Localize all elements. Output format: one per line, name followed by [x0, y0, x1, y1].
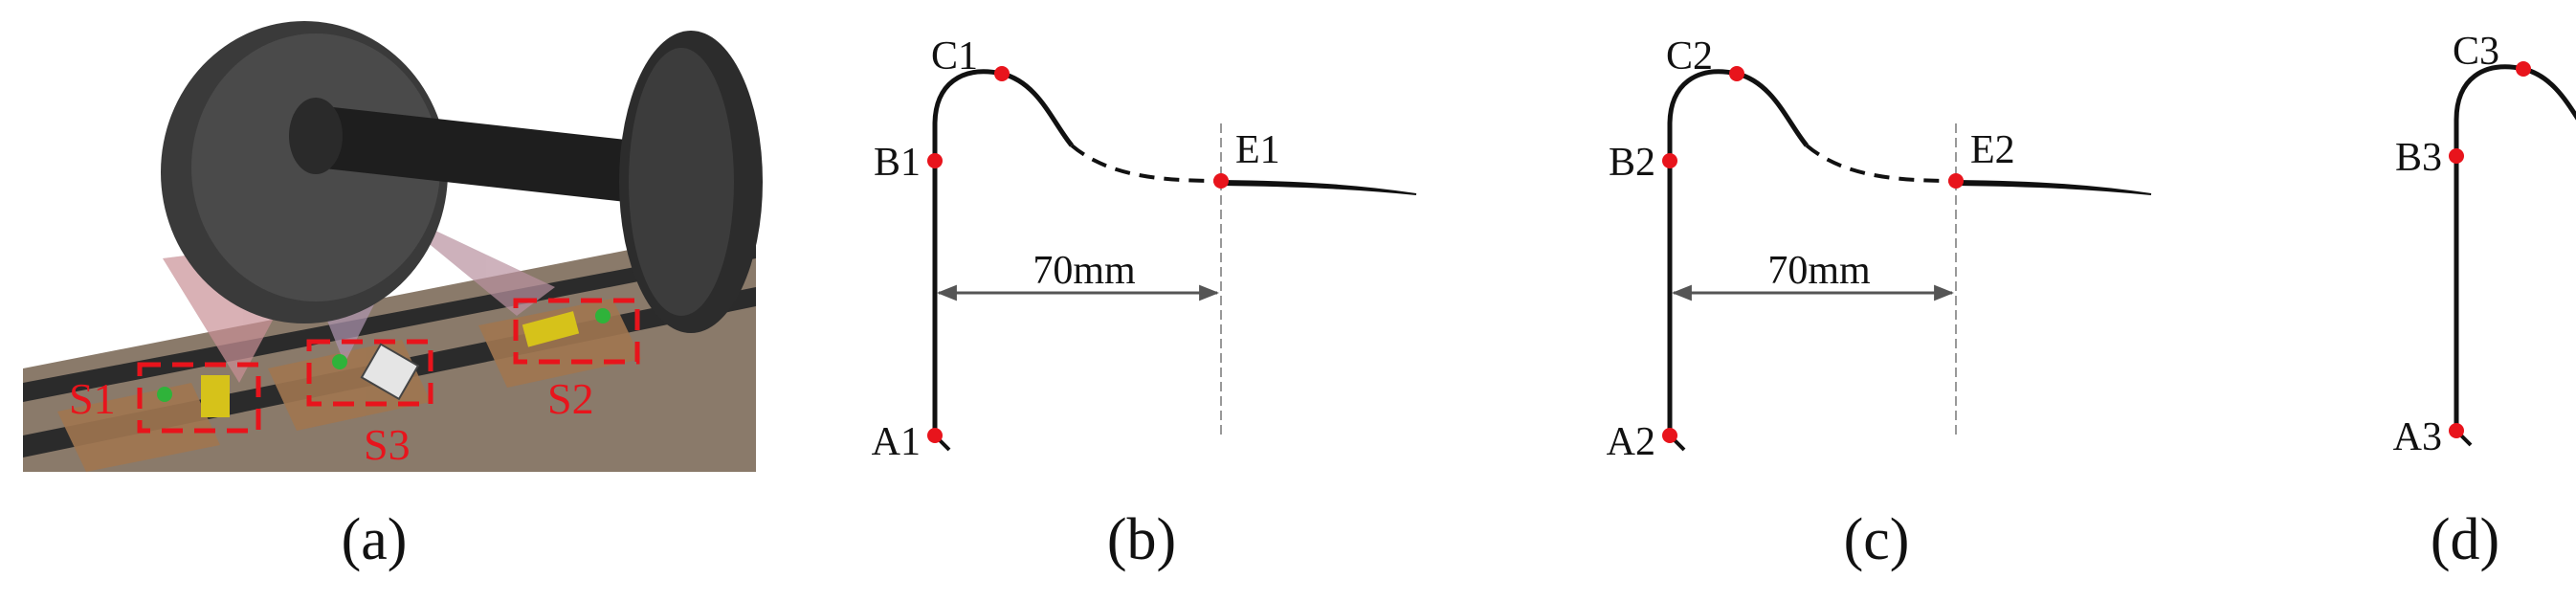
- panel-d: C3 B3 A3 (d): [2393, 30, 2576, 572]
- point-label: B2: [1609, 141, 1655, 185]
- point-label: A3: [2393, 415, 2442, 459]
- caption: (a): [342, 507, 408, 572]
- point-label: A1: [872, 420, 921, 464]
- sensor-label: S2: [547, 374, 594, 423]
- sensor-label: S3: [364, 420, 411, 469]
- point-label: C2: [1666, 34, 1713, 78]
- point-label: E2: [1970, 128, 2015, 172]
- sensor-label: S1: [69, 374, 116, 423]
- point-label: C3: [2453, 30, 2499, 74]
- panel-c: C2 B2 E2 A2 70mm (c): [1607, 34, 2151, 572]
- panel-b: C1 B1 E1 A1 70mm (b): [872, 34, 1416, 572]
- point-label: A2: [1607, 420, 1655, 464]
- caption: (c): [1844, 507, 1910, 572]
- point-label: B1: [874, 141, 921, 185]
- caption: (b): [1107, 507, 1176, 572]
- panel-a: S1 S3 S2 (a): [23, 21, 763, 572]
- dimension-label: 70mm: [1767, 249, 1871, 293]
- point-label: C1: [931, 34, 978, 78]
- point-label: B3: [2395, 136, 2442, 180]
- point-label: E1: [1235, 128, 1280, 172]
- caption: (d): [2431, 507, 2499, 572]
- dimension-label: 70mm: [1033, 249, 1136, 293]
